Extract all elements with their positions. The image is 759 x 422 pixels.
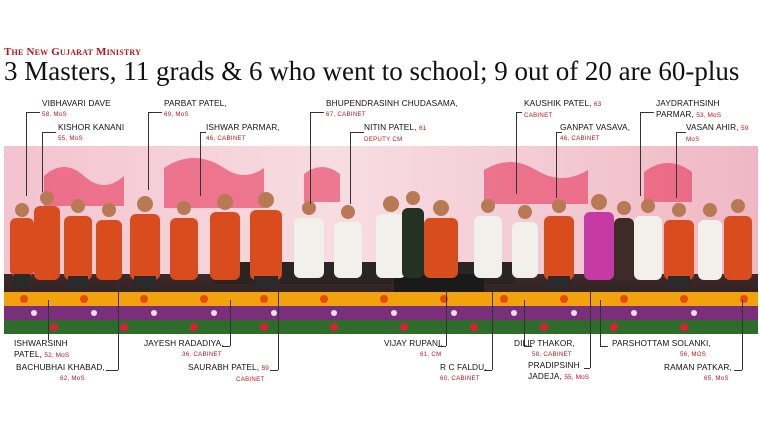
label-nitin-patel: NITIN PATEL, 61 DEPUTY CM xyxy=(364,122,427,143)
photo-illustration xyxy=(4,146,758,334)
label-r-c-faldu: R C FALDU, 60, CABINET xyxy=(440,362,487,382)
people-row xyxy=(10,191,752,288)
label-saurabh-patel: SAURABH PATEL, 59 CABINET xyxy=(188,362,270,383)
label-vijay-rupani: VIJAY RUPANI, 61, CM xyxy=(384,338,443,358)
label-jayesh-radadiya: JAYESH RADADIYA, 36, CABINET xyxy=(144,338,224,358)
headline: 3 Masters, 11 grads & 6 who went to scho… xyxy=(4,56,740,86)
label-jaydrathsinh-parmar: JAYDRATHSINH PARMAR, 53, MoS xyxy=(656,98,722,119)
label-vasan-ahir: VASAN AHIR, 59 MoS xyxy=(686,122,749,143)
ministers-group-photo xyxy=(4,146,758,334)
label-ishwarsinh-patel: ISHWARSINH PATEL, 52, MoS xyxy=(14,338,70,359)
label-kishor-kanani: KISHOR KANANI 55, MoS xyxy=(58,122,125,142)
label-raman-patkar: RAMAN PATKAR, 65, MoS xyxy=(664,362,732,382)
label-bachubhai-khabad: BACHUBHAI KHABAD, 62, MoS xyxy=(16,362,105,382)
label-dilip-thakor: DILIP THAKOR, 58, CABINET xyxy=(514,338,575,358)
label-ishwar-parmar: ISHWAR PARMAR, 46, CABINET xyxy=(206,122,280,142)
label-vibhavari-dave: VIBHAVARI DAVE 58, MoS xyxy=(42,98,111,118)
label-kaushik-patel: KAUSHIK PATEL, 63 CABINET xyxy=(524,98,602,119)
label-parbat-patel: PARBAT PATEL, 69, MoS xyxy=(164,98,227,118)
label-bhupendrasinh-chudasama: BHUPENDRASINH CHUDASAMA, 67, CABINET xyxy=(326,98,458,118)
section-kicker: The New Gujarat Ministry xyxy=(4,46,142,58)
label-parshottam-solanki: PARSHOTTAM SOLANKI, 56, MOS xyxy=(612,338,711,358)
label-ganpat-vasava: GANPAT VASAVA, 46, CABINET xyxy=(560,122,631,142)
label-pradipsinh-jadeja: PRADIPSINH JADEJA, 55, MoS xyxy=(528,360,590,381)
